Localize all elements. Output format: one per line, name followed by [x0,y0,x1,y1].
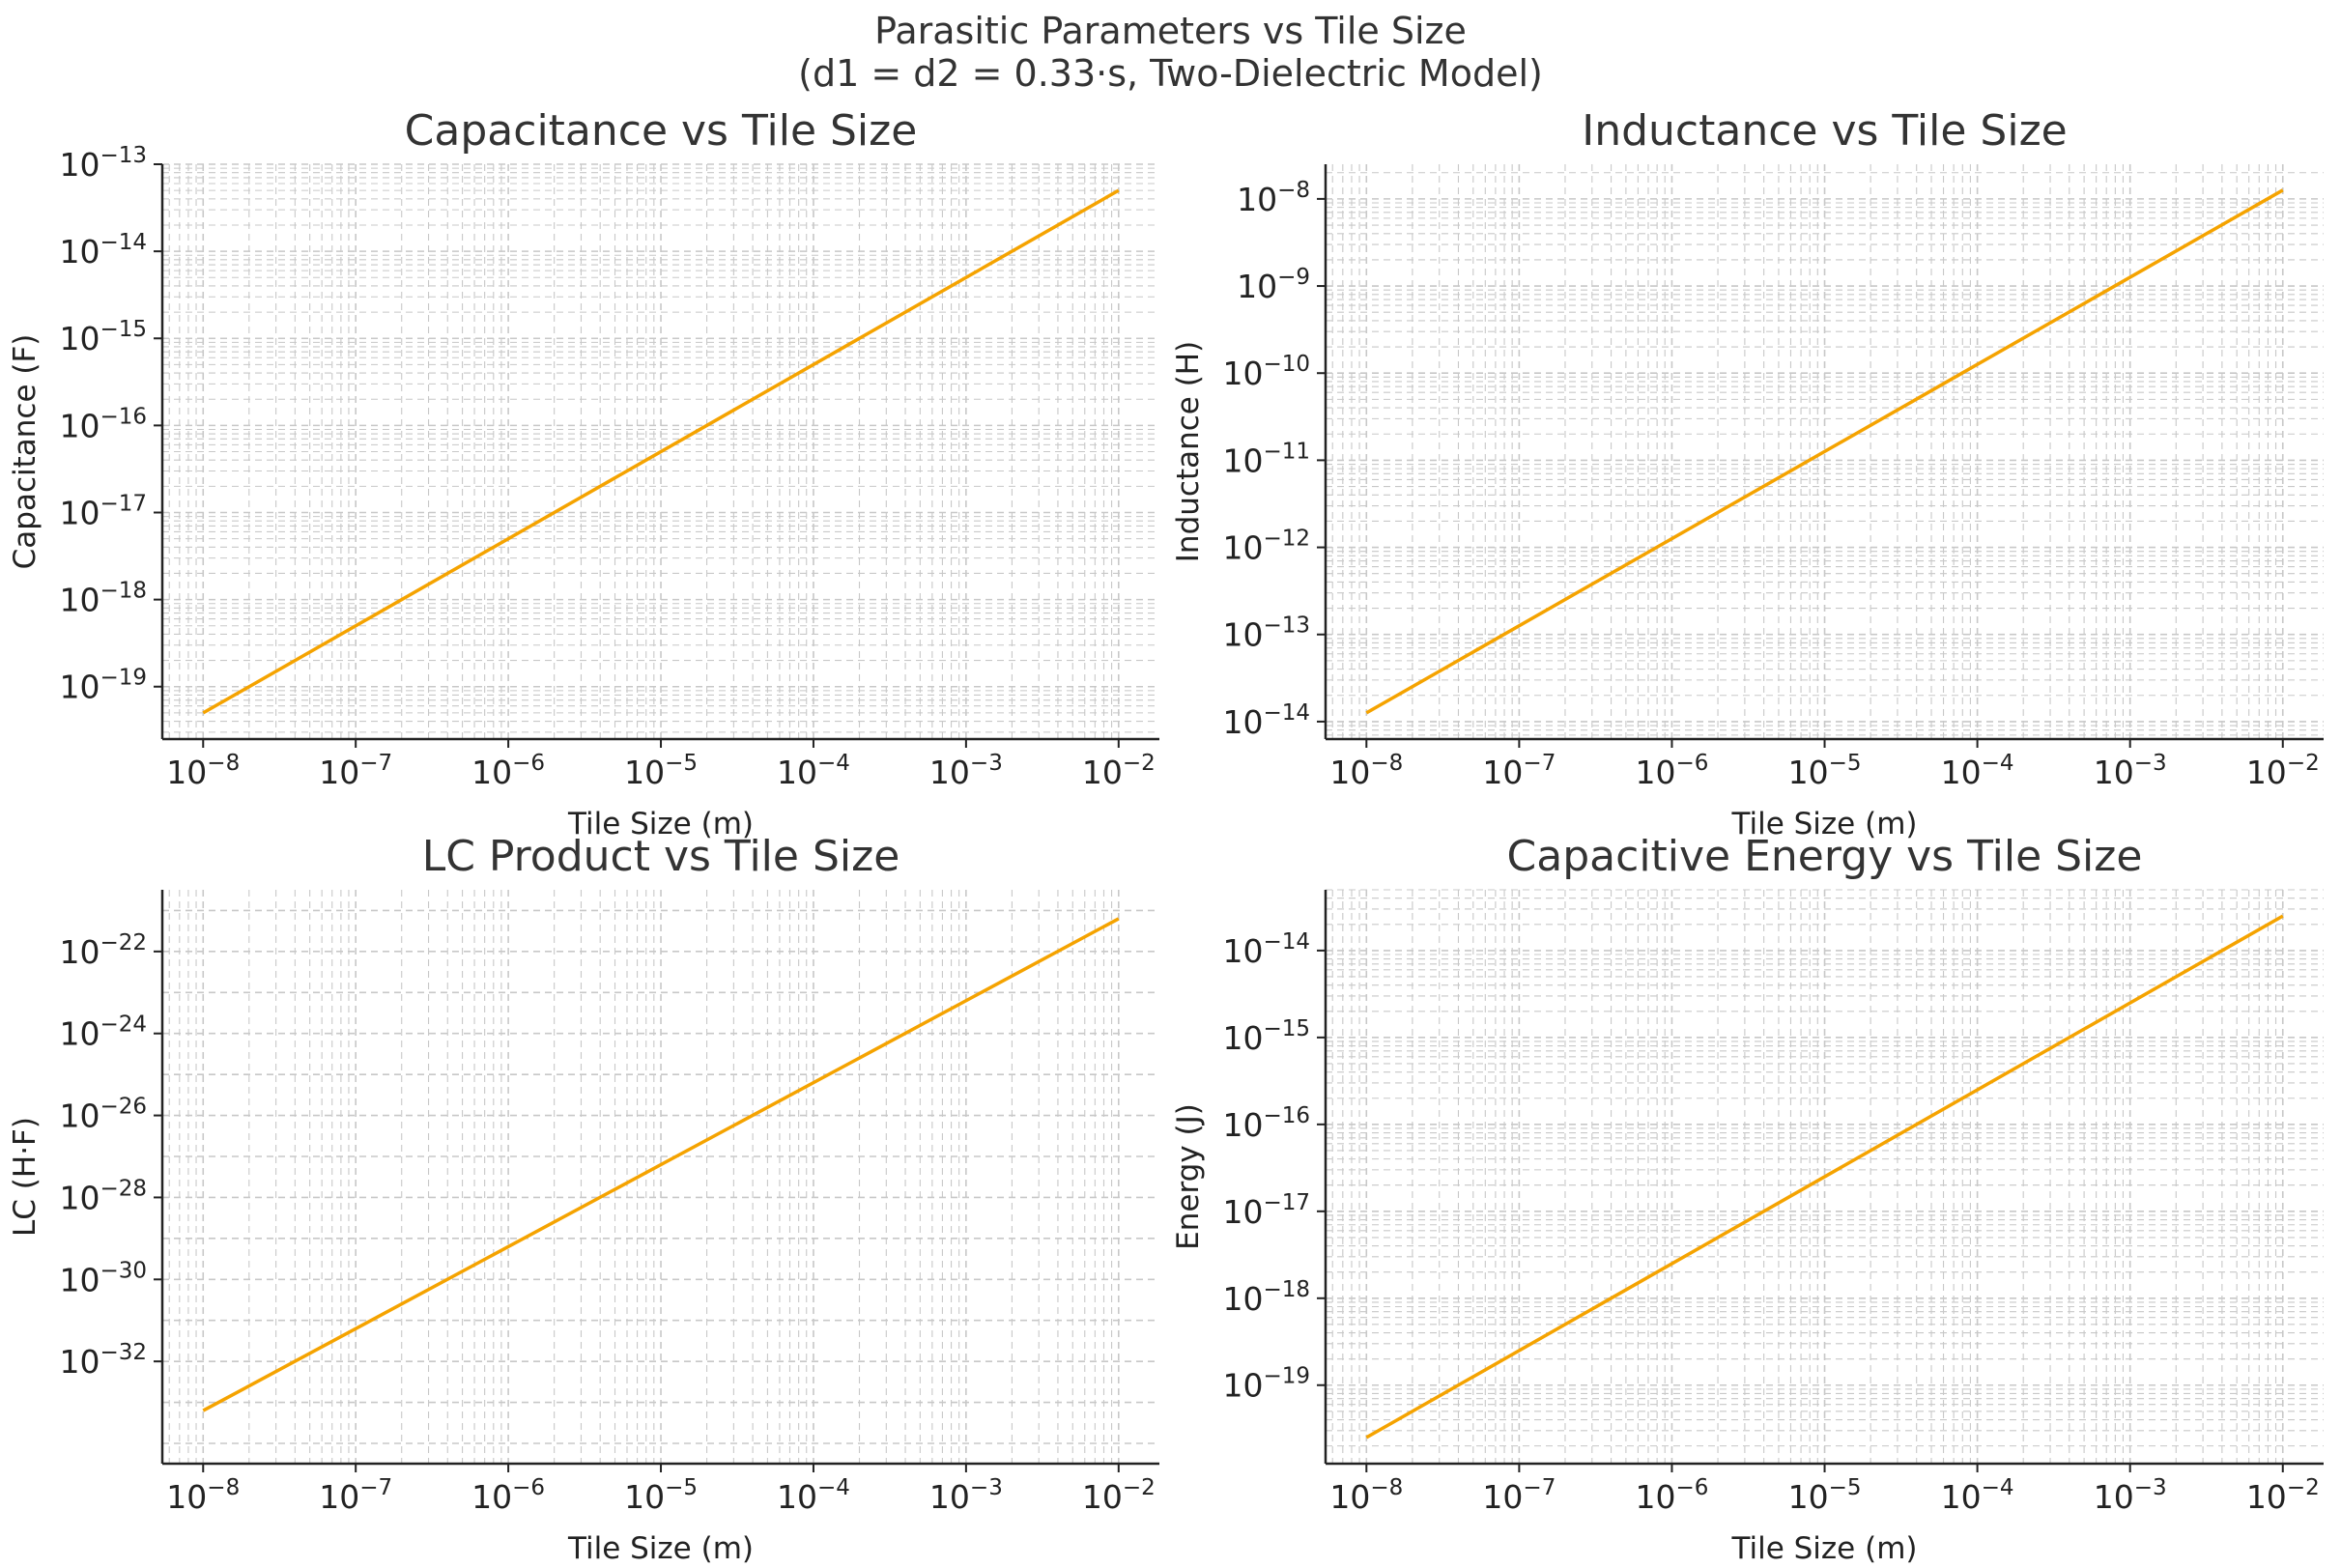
x-tick-label: 10−7 [319,1475,392,1516]
y-axis-label: LC (H·F) [8,1117,43,1237]
x-tick-label: 10−4 [1941,751,2014,791]
x-tick-label: 10−8 [1329,751,1403,791]
y-tick-label: 10−8 [1237,178,1310,218]
x-axis-label: Tile Size (m) [1730,807,1917,841]
y-tick-label: 10−16 [1222,1103,1310,1144]
y-axis-label: Inductance (H) [1171,341,1206,562]
figure-title-line2: (d1 = d2 = 0.33·s, Two-Dielectric Model) [798,52,1543,95]
y-tick-label: 10−17 [59,491,147,531]
x-tick-label: 10−6 [1636,751,1709,791]
x-tick-label: 10−7 [1482,1475,1556,1516]
x-tick-label: 10−2 [2246,751,2320,791]
grid [162,890,1159,1464]
y-tick-label: 10−9 [1237,265,1310,305]
x-axis-label: Tile Size (m) [567,1531,754,1566]
x-tick-label: 10−5 [624,751,698,791]
subplot-title: Capacitive Energy vs Tile Size [1507,832,2143,881]
figure-title-line1: Parasitic Parameters vs Tile Size [874,10,1467,52]
x-tick-label: 10−6 [1636,1475,1709,1516]
x-tick-label: 10−8 [166,751,240,791]
y-tick-label: 10−11 [1222,439,1310,479]
x-tick-label: 10−2 [2246,1475,2320,1516]
x-tick-label: 10−2 [1082,751,1156,791]
y-tick-label: 10−14 [59,230,147,271]
subplot-4: 10−8 10−7 10−6 10−5 10−4 10−3 10−2 10−19 10−18 10… [1171,832,2324,1566]
y-tick-label: 10−13 [59,143,147,184]
y-tick-label: 10−18 [59,579,147,619]
y-tick-label: 10−32 [59,1340,147,1381]
y-tick-label: 10−24 [59,1012,147,1053]
subplot-2: 10−8 10−7 10−6 10−5 10−4 10−3 10−2 10−14 10−13 10… [1171,106,2324,841]
x-tick-label: 10−8 [166,1475,240,1516]
y-tick-label: 10−15 [59,317,147,357]
y-tick-label: 10−26 [59,1095,147,1135]
x-tick-label: 10−3 [929,751,1003,791]
x-axis-label: Tile Size (m) [567,807,754,841]
x-tick-label: 10−2 [1082,1475,1156,1516]
subplot-title: Inductance vs Tile Size [1582,106,2068,156]
y-tick-label: 10−14 [1222,700,1310,741]
y-tick-label: 10−15 [1222,1016,1310,1057]
y-tick-label: 10−30 [59,1258,147,1298]
grid [1326,164,2324,739]
x-tick-label: 10−7 [319,751,392,791]
x-tick-label: 10−6 [471,1475,545,1516]
x-tick-label: 10−3 [2094,751,2167,791]
x-tick-label: 10−5 [1788,751,1862,791]
subplot-3: 10−8 10−7 10−6 10−5 10−4 10−3 10−2 10−32 10−30 10… [8,832,1159,1566]
x-axis-label: Tile Size (m) [1730,1531,1917,1566]
y-tick-label: 10−19 [59,666,147,706]
y-axis-label: Energy (J) [1171,1103,1206,1250]
x-tick-label: 10−4 [1941,1475,2014,1516]
x-tick-label: 10−3 [929,1475,1003,1516]
grid [1326,889,2324,1464]
y-tick-label: 10−13 [1222,613,1310,654]
x-tick-label: 10−7 [1482,751,1556,791]
y-tick-label: 10−18 [1222,1277,1310,1318]
subplot-title: Capacitance vs Tile Size [405,106,918,156]
y-tick-label: 10−14 [1222,929,1310,970]
subplot-1: 10−8 10−7 10−6 10−5 10−4 10−3 10−2 10−19 10−18 10… [8,106,1159,841]
y-tick-label: 10−16 [59,404,147,444]
x-tick-label: 10−6 [471,751,545,791]
y-tick-label: 10−17 [1222,1190,1310,1231]
series-line [202,188,1120,715]
x-tick-label: 10−5 [1788,1475,1862,1516]
y-tick-label: 10−12 [1222,527,1310,567]
series-line [202,917,1120,1412]
y-tick-label: 10−10 [1222,352,1310,392]
series-line [1365,188,2284,715]
y-axis-label: Capacitance (F) [8,334,43,570]
subplot-title: LC Product vs Tile Size [422,832,900,881]
series-line [1365,914,2284,1440]
x-tick-label: 10−5 [624,1475,698,1516]
x-tick-label: 10−3 [2094,1475,2167,1516]
x-tick-label: 10−4 [777,751,850,791]
y-tick-label: 10−22 [59,930,147,971]
y-tick-label: 10−28 [59,1176,147,1216]
figure-title: Parasitic Parameters vs Tile Size (d1 = … [0,10,2341,95]
x-tick-label: 10−8 [1329,1475,1403,1516]
x-tick-label: 10−4 [777,1475,850,1516]
y-tick-label: 10−19 [1222,1364,1310,1405]
